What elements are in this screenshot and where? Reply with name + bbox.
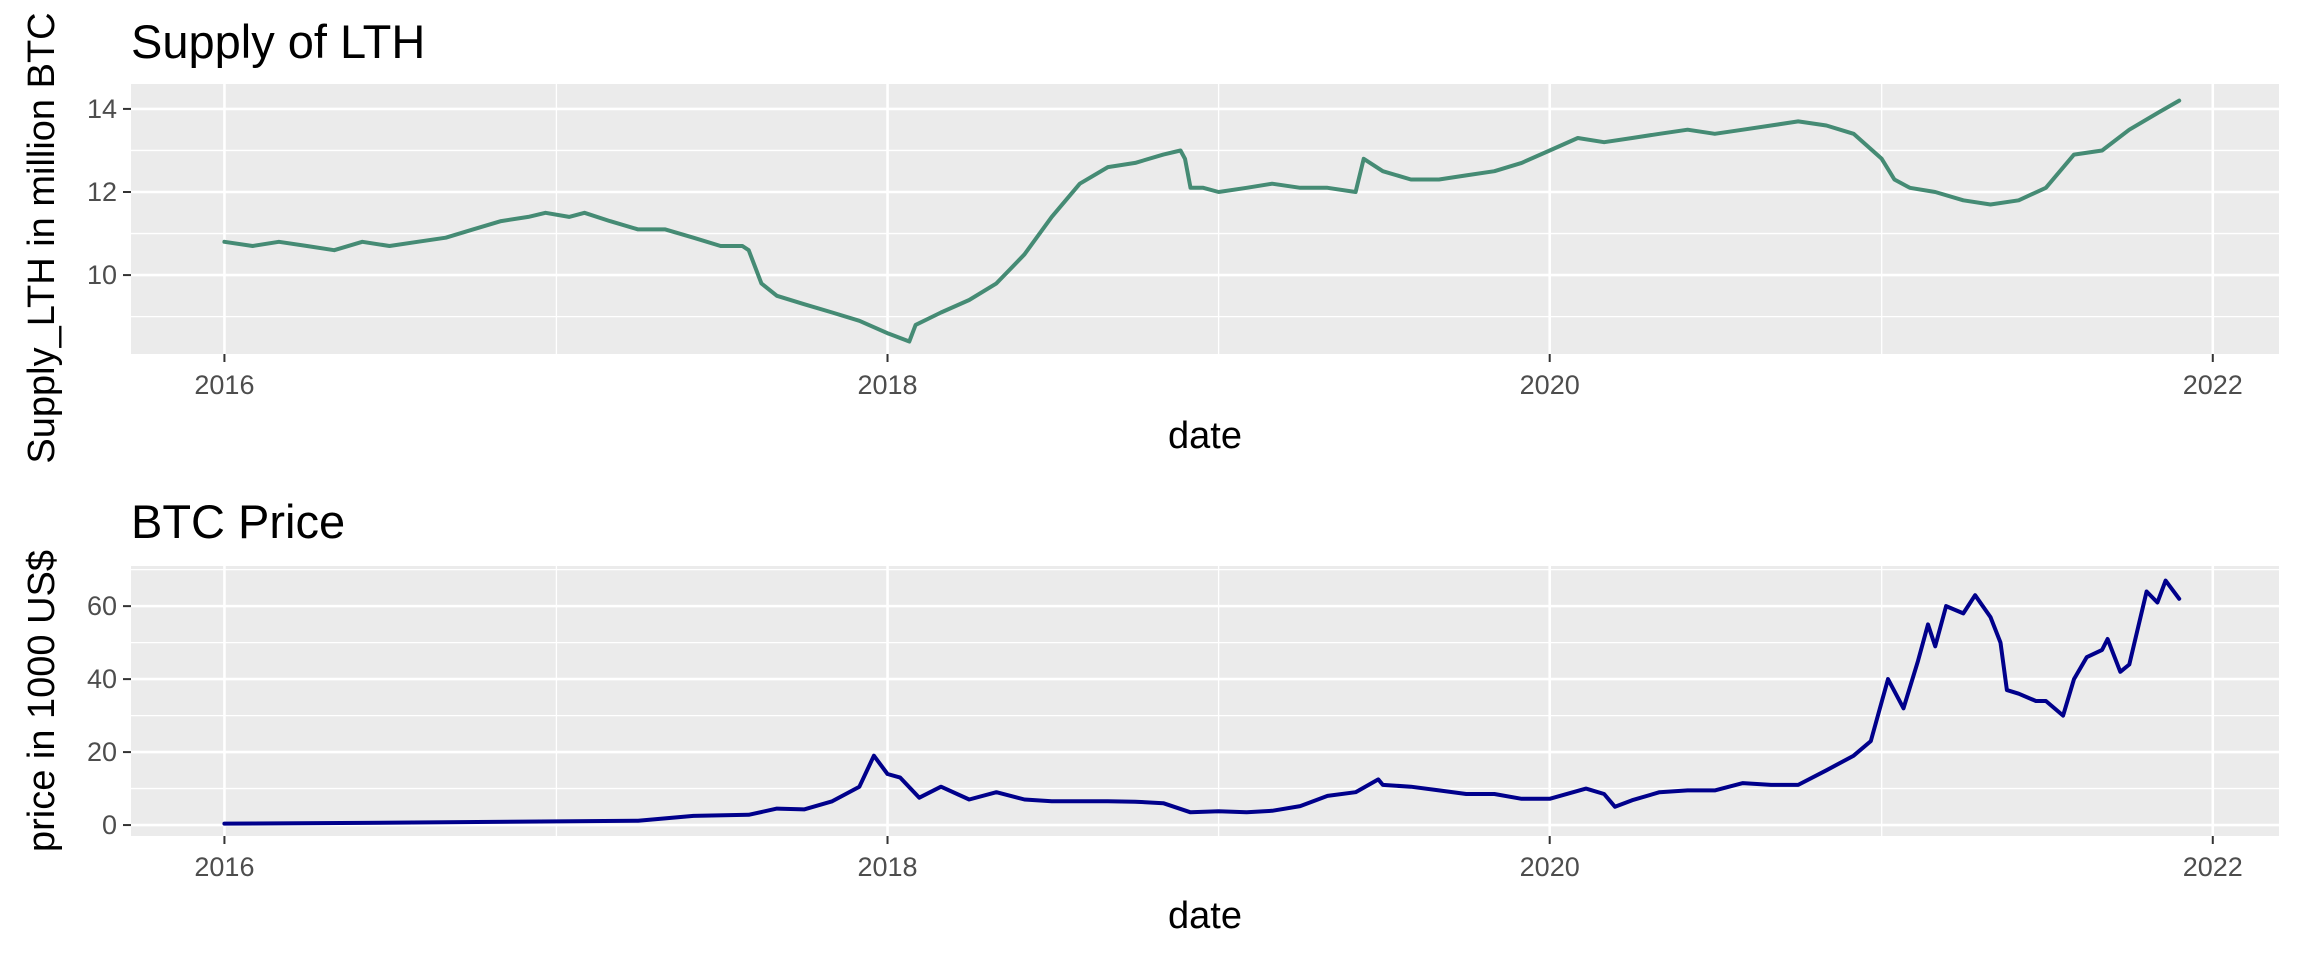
x-tick-label: 2016 (194, 370, 254, 400)
y-tick-label: 20 (87, 737, 117, 767)
chart-title-lth: Supply of LTH (131, 15, 425, 68)
series-line-lth-supply (222, 98, 2182, 344)
x-axis-ticks-lth: 2016 2018 2020 2022 (194, 354, 2243, 400)
y-tick-label: 0 (102, 810, 117, 840)
plot-panel-lth (131, 84, 2279, 354)
y-tick-label: 40 (87, 664, 117, 694)
x-tick-label: 2022 (2183, 852, 2243, 882)
y-tick-label: 14 (87, 94, 117, 124)
x-tick-label: 2020 (1520, 370, 1580, 400)
y-tick-label: 60 (87, 591, 117, 621)
gridlines-lth (131, 84, 2279, 354)
y-axis-ticks-btc: 0 20 40 60 (87, 591, 131, 840)
x-axis-title-btc: date (1168, 895, 1242, 937)
y-axis-ticks-lth: 10 12 14 (87, 94, 131, 290)
series-line-btc-price (222, 578, 2182, 826)
gridlines-btc (131, 566, 2279, 836)
plot-panel-btc (131, 566, 2279, 836)
y-axis-title-btc: price in 1000 US$ (21, 550, 63, 852)
y-axis-title-lth: Supply_LTH in million BTC (21, 12, 63, 463)
x-axis-ticks-btc: 2016 2018 2020 2022 (194, 836, 2243, 882)
x-tick-label: 2022 (2183, 370, 2243, 400)
chart-lth-supply: Supply of LTH 10 12 14 2016 2018 2020 2022 da… (21, 12, 2279, 464)
x-tick-label: 2020 (1520, 852, 1580, 882)
x-tick-label: 2018 (857, 852, 917, 882)
x-tick-label: 2018 (857, 370, 917, 400)
x-axis-title-lth: date (1168, 415, 1242, 457)
x-tick-label: 2016 (194, 852, 254, 882)
chart-title-btc: BTC Price (131, 495, 345, 548)
y-tick-label: 10 (87, 260, 117, 290)
y-tick-label: 12 (87, 177, 117, 207)
